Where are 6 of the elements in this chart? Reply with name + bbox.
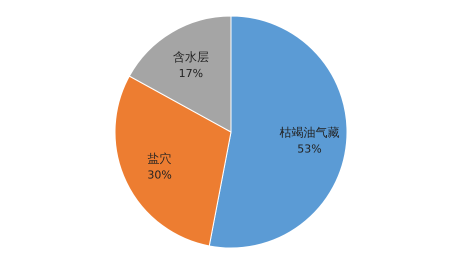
data-label: 17% [178, 67, 204, 80]
slice-label: 枯竭油气藏 [280, 125, 340, 140]
data-label: 53% [297, 142, 322, 156]
data-label: 30% [147, 168, 172, 182]
slice-label: 含水层 [172, 50, 209, 64]
slice-label: 盐穴 [148, 152, 172, 166]
